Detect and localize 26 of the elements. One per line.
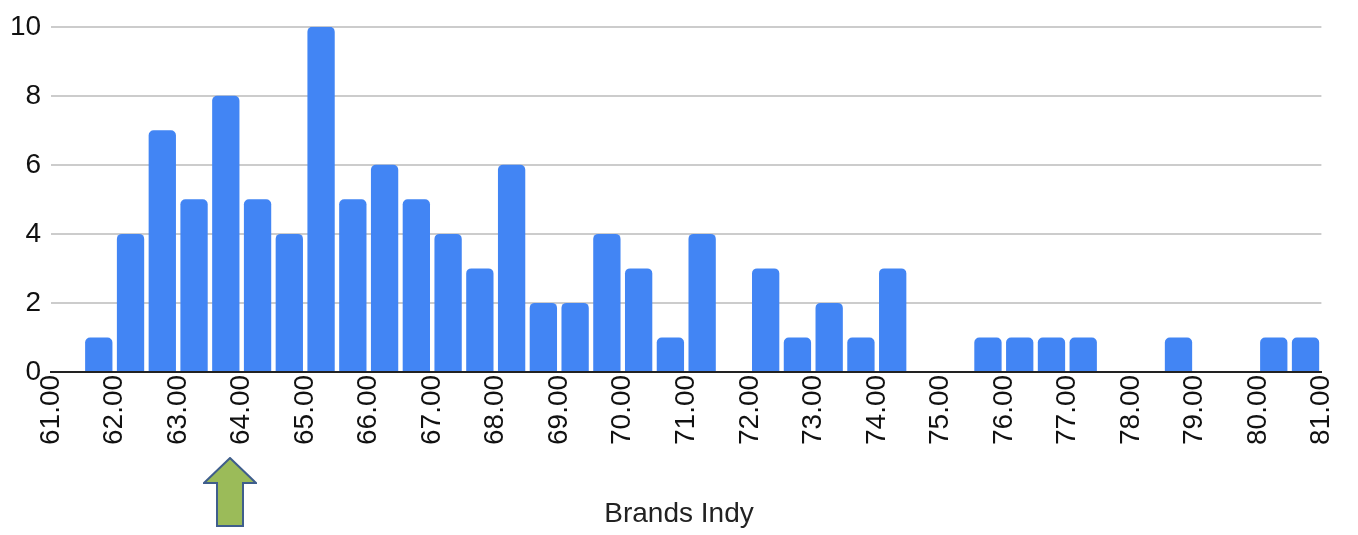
x-tick-label: 69.00 xyxy=(541,374,573,446)
x-tick-label: 75.00 xyxy=(923,374,955,446)
y-tick-label: 8 xyxy=(25,78,42,110)
x-tick-label: 76.00 xyxy=(986,374,1018,446)
x-tick-label: 67.00 xyxy=(414,374,446,446)
x-tick-label: 79.00 xyxy=(1177,374,1209,446)
x-tick-label: 66.00 xyxy=(351,374,383,446)
x-tick-label: 63.00 xyxy=(160,374,192,446)
x-tick-label: 78.00 xyxy=(1113,374,1145,446)
x-tick-label: 73.00 xyxy=(796,374,828,446)
x-tick-label: 80.00 xyxy=(1240,374,1272,446)
x-tick-label: 68.00 xyxy=(478,374,510,446)
x-axis-title: Brands Indy xyxy=(603,497,755,529)
x-tick-label: 77.00 xyxy=(1050,374,1082,446)
x-tick-label: 74.00 xyxy=(859,374,891,446)
x-tick-label: 81.00 xyxy=(1304,374,1336,446)
x-tick-label: 65.00 xyxy=(287,374,319,446)
x-tick-label: 72.00 xyxy=(732,374,764,446)
x-tick-label: 62.00 xyxy=(97,374,129,446)
y-tick-label: 6 xyxy=(25,147,42,179)
x-tick-label: 70.00 xyxy=(605,374,637,446)
y-tick-label: 4 xyxy=(25,216,42,248)
x-tick-label: 71.00 xyxy=(668,374,700,446)
x-tick-label: 64.00 xyxy=(224,374,256,446)
y-tick-label: 2 xyxy=(25,285,42,317)
y-tick-label: 10 xyxy=(9,9,42,41)
